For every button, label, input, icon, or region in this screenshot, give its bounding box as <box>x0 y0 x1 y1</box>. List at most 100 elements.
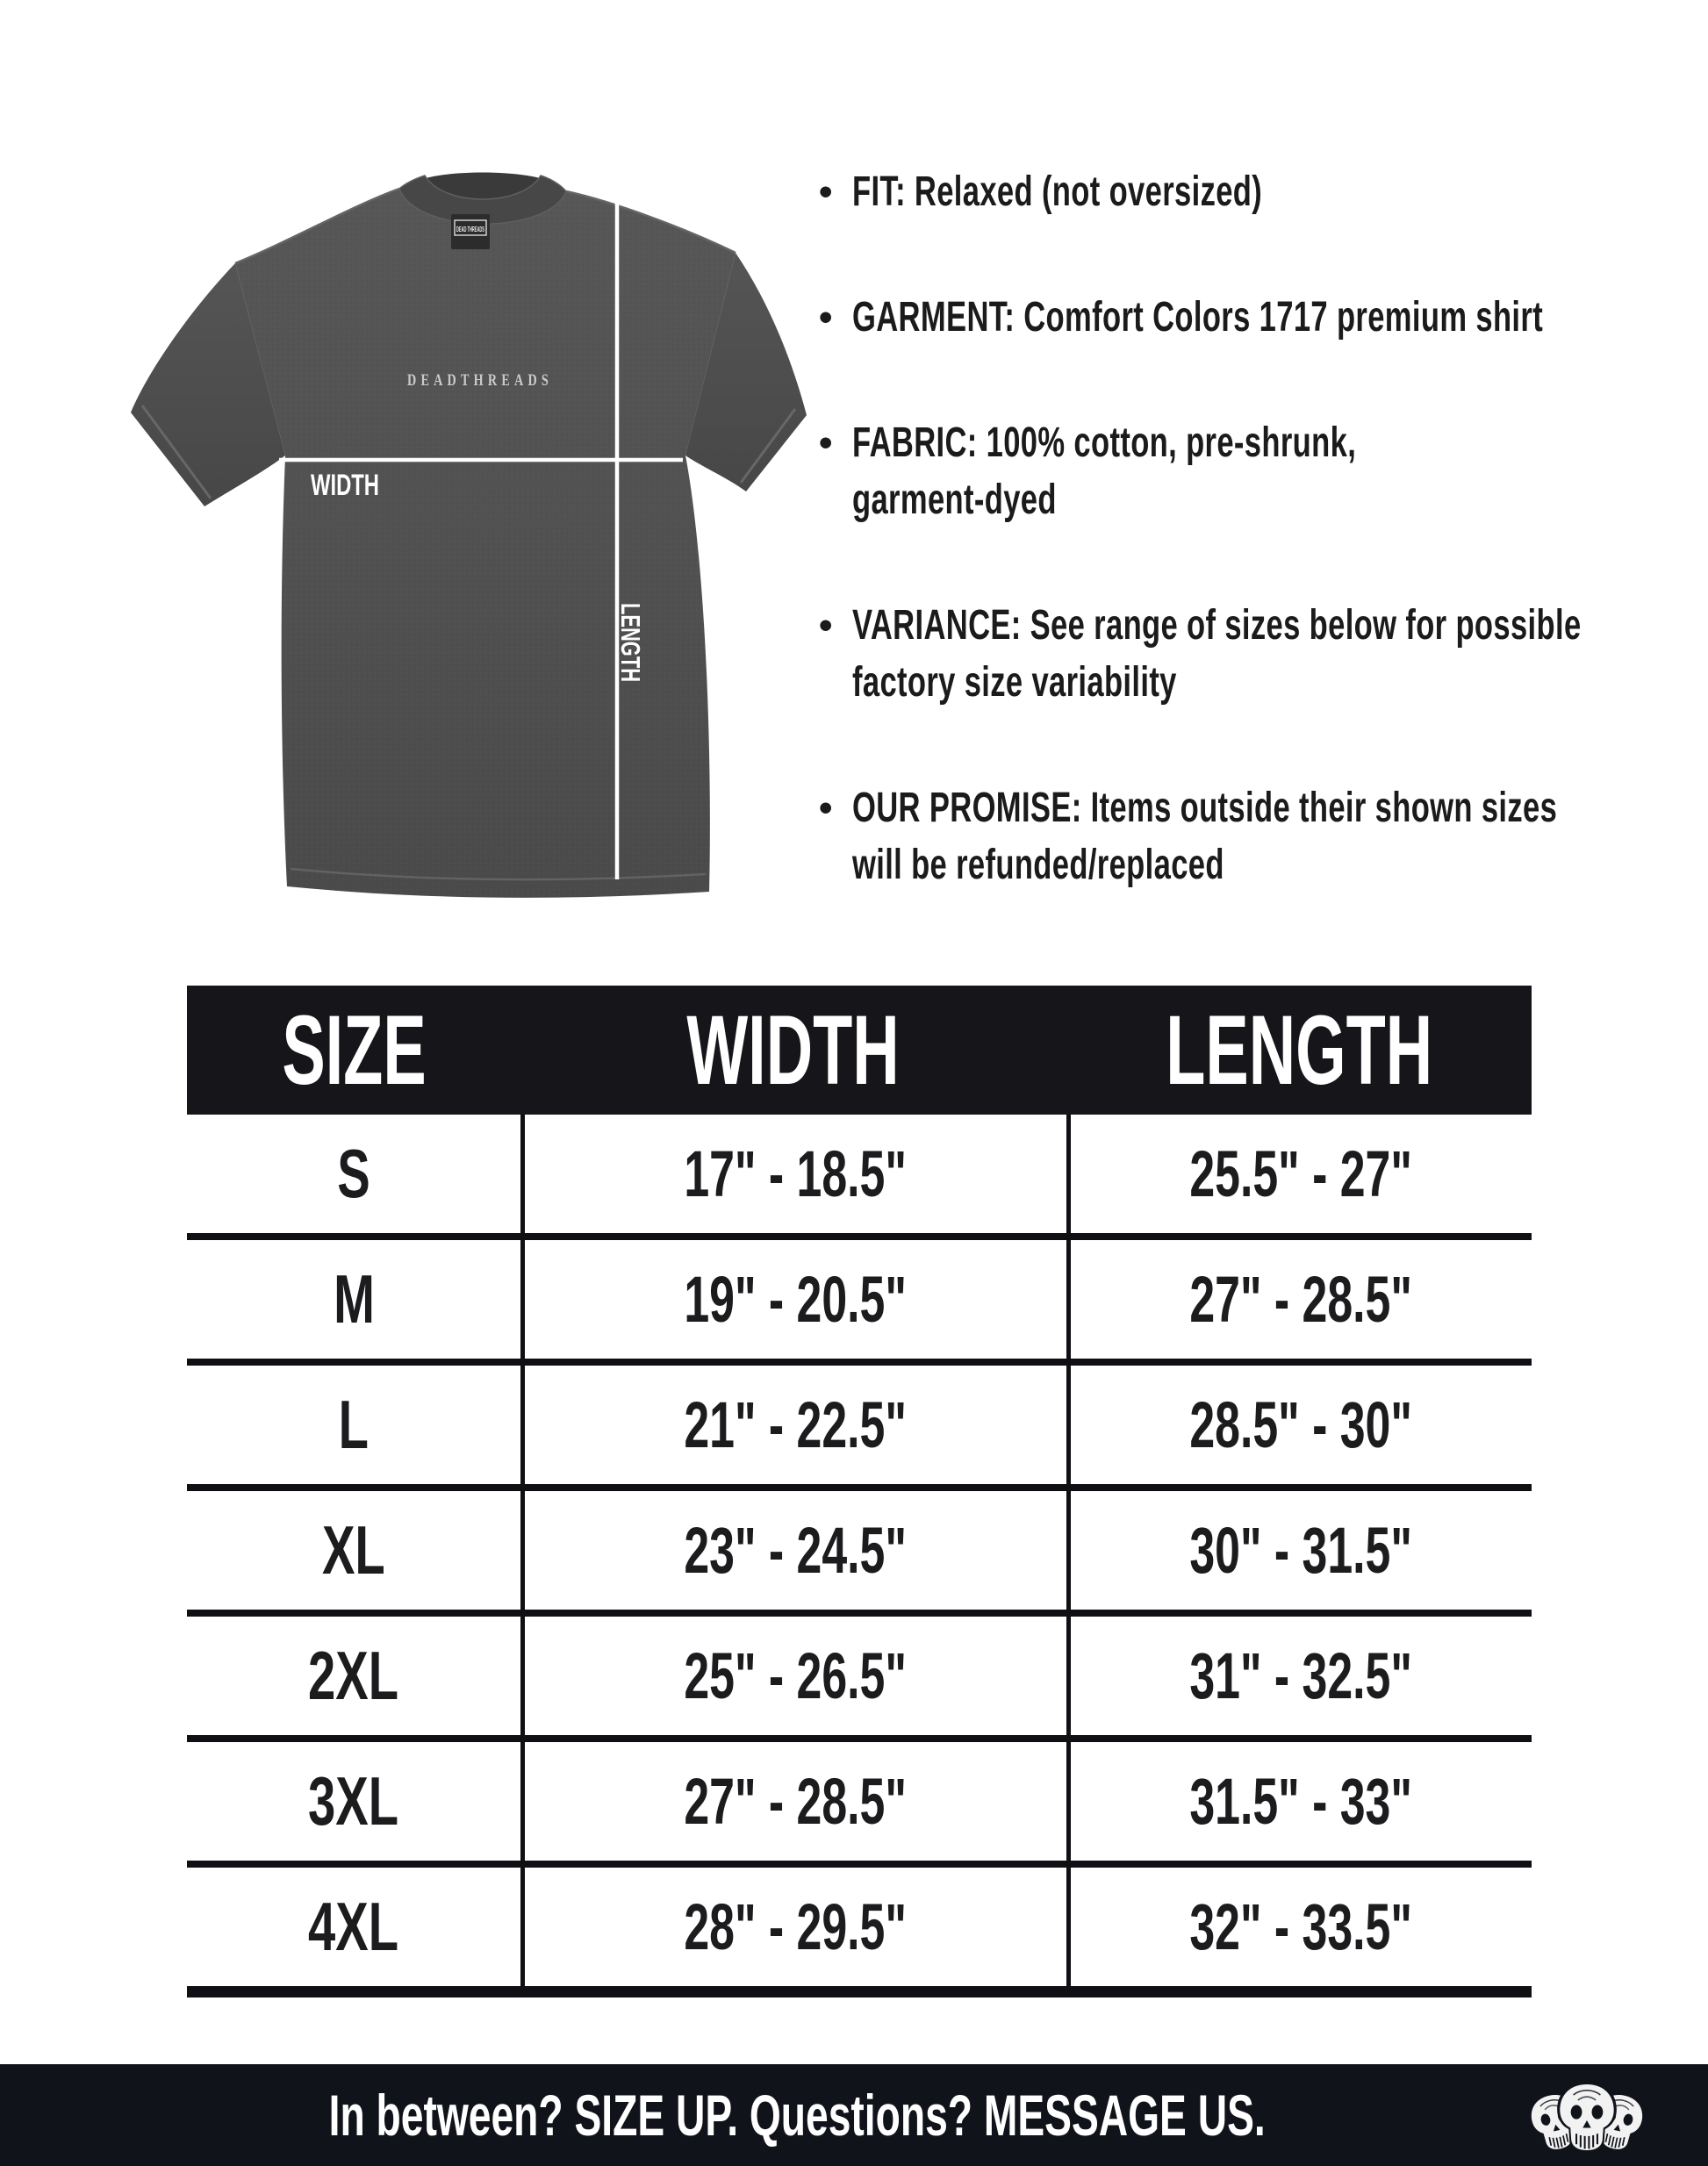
right-sleeve <box>685 253 807 491</box>
size-chart-header-row: SIZE WIDTH LENGTH <box>187 986 1532 1115</box>
fabric-texture <box>235 189 736 898</box>
width-cell: 27" - 28.5" <box>520 1742 1066 1861</box>
detail-item: • FIT: Relaxed (not oversized) <box>819 163 1661 220</box>
detail-text: FABRIC: 100% cotton, pre-shrunk, garment-… <box>852 414 1356 528</box>
right-shoulder-seam <box>565 190 736 255</box>
width-cell: 23" - 24.5" <box>520 1491 1066 1610</box>
three-skulls-icon <box>1526 2081 1647 2155</box>
size-cell: 2XL <box>187 1617 520 1735</box>
footer-bar: In between? SIZE UP. Questions? MESSAGE … <box>0 2064 1708 2166</box>
column-header-size: SIZE <box>187 986 520 1115</box>
size-chart: SIZE WIDTH LENGTH S 17" - 18.5" 25.5" - 27" M… <box>187 986 1532 1997</box>
table-row: L 21" - 22.5" 28.5" - 30" <box>187 1366 1532 1491</box>
detail-item: • VARIANCE: See range of sizes below for … <box>819 597 1661 711</box>
size-value: L <box>338 1386 370 1463</box>
size-value: S <box>337 1135 370 1212</box>
size-chart-body: S 17" - 18.5" 25.5" - 27" M 19" - 20.5" 27" -… <box>187 1115 1532 1997</box>
neck-tag: DEAD THREADS <box>451 214 490 249</box>
length-value: 28.5" - 30" <box>1189 1388 1413 1461</box>
length-line-label: LENGTH <box>615 603 646 682</box>
length-value: 32" - 33.5" <box>1189 1890 1413 1963</box>
width-value: 17" - 18.5" <box>684 1137 908 1210</box>
product-details-list: • FIT: Relaxed (not oversized) • GARMENT: C… <box>819 163 1661 962</box>
column-header-length: LENGTH <box>1066 986 1532 1115</box>
width-value: 23" - 24.5" <box>684 1514 908 1587</box>
width-value: 19" - 20.5" <box>684 1263 908 1336</box>
detail-item: • GARMENT: Comfort Colors 1717 premium sh… <box>819 289 1661 346</box>
length-cell: 32" - 33.5" <box>1066 1868 1532 1986</box>
width-cell: 19" - 20.5" <box>520 1240 1066 1359</box>
size-value: XL <box>322 1511 385 1589</box>
tshirt-illustration: DEAD THREADS DEADTHREADS WIDTH LENGTH <box>131 172 807 898</box>
table-row: XL 23" - 24.5" 30" - 31.5" <box>187 1491 1532 1617</box>
width-cell: 25" - 26.5" <box>520 1617 1066 1735</box>
detail-line: will be refunded/replaced <box>852 842 1224 888</box>
bullet-icon: • <box>819 786 833 829</box>
table-row: 4XL 28" - 29.5" 32" - 33.5" <box>187 1868 1532 1997</box>
length-cell: 25.5" - 27" <box>1066 1115 1532 1233</box>
detail-line: OUR PROMISE: Items outside their shown s… <box>852 785 1558 831</box>
detail-line: GARMENT: Comfort Colors 1717 premium shi… <box>852 294 1544 341</box>
column-header-label: WIDTH <box>686 995 901 1105</box>
neck-tag-text: DEAD THREADS <box>456 226 484 233</box>
detail-line: VARIANCE: See range of sizes below for p… <box>852 602 1582 649</box>
detail-item: • FABRIC: 100% cotton, pre-shrunk, garment… <box>819 414 1661 528</box>
length-value: 31" - 32.5" <box>1189 1639 1413 1712</box>
length-cell: 31" - 32.5" <box>1066 1617 1532 1735</box>
detail-line: FIT: Relaxed (not oversized) <box>852 169 1263 215</box>
size-value: 3XL <box>308 1762 399 1840</box>
detail-text: VARIANCE: See range of sizes below for p… <box>852 597 1582 711</box>
size-value: M <box>333 1260 375 1338</box>
size-cell: 4XL <box>187 1868 520 1986</box>
size-cell: S <box>187 1115 520 1233</box>
size-value: 4XL <box>308 1888 399 1965</box>
width-cell: 17" - 18.5" <box>520 1115 1066 1233</box>
width-cell: 28" - 29.5" <box>520 1868 1066 1986</box>
hem-seam <box>290 867 707 881</box>
width-value: 25" - 26.5" <box>684 1639 908 1712</box>
length-value: 30" - 31.5" <box>1189 1514 1413 1587</box>
detail-line: factory size variability <box>852 659 1177 706</box>
bullet-icon: • <box>819 421 833 464</box>
width-line-label: WIDTH <box>311 469 379 502</box>
length-cell: 31.5" - 33" <box>1066 1742 1532 1861</box>
detail-text: FIT: Relaxed (not oversized) <box>852 163 1262 220</box>
table-row: S 17" - 18.5" 25.5" - 27" <box>187 1115 1532 1240</box>
detail-item: • OUR PROMISE: Items outside their shown … <box>819 779 1661 893</box>
footer-message: In between? SIZE UP. Questions? MESSAGE … <box>328 2083 1266 2148</box>
table-row: 2XL 25" - 26.5" 31" - 32.5" <box>187 1617 1532 1742</box>
left-sleeve <box>131 263 285 506</box>
length-value: 25.5" - 27" <box>1189 1137 1413 1210</box>
detail-line: garment-dyed <box>852 477 1057 523</box>
width-cell: 21" - 22.5" <box>520 1366 1066 1484</box>
length-value: 27" - 28.5" <box>1189 1263 1413 1336</box>
brand-chest-print: DEADTHREADS <box>407 371 553 390</box>
length-value: 31.5" - 33" <box>1189 1765 1413 1838</box>
length-cell: 28.5" - 30" <box>1066 1366 1532 1484</box>
width-value: 28" - 29.5" <box>684 1890 908 1963</box>
size-cell: L <box>187 1366 520 1484</box>
detail-text: GARMENT: Comfort Colors 1717 premium shi… <box>852 289 1543 346</box>
size-cell: 3XL <box>187 1742 520 1861</box>
column-header-width: WIDTH <box>520 986 1066 1115</box>
right-sleeve-seam <box>739 408 797 484</box>
detail-text: OUR PROMISE: Items outside their shown s… <box>852 779 1557 893</box>
bullet-icon: • <box>819 170 833 213</box>
width-value: 27" - 28.5" <box>684 1765 908 1838</box>
bullet-icon: • <box>819 296 833 339</box>
size-cell: XL <box>187 1491 520 1610</box>
size-value: 2XL <box>308 1637 399 1714</box>
tshirt-figure: DEAD THREADS DEADTHREADS WIDTH LENGTH <box>79 167 834 913</box>
bullet-icon: • <box>819 604 833 647</box>
left-shoulder-seam <box>234 187 400 265</box>
table-row: 3XL 27" - 28.5" 31.5" - 33" <box>187 1742 1532 1868</box>
length-cell: 30" - 31.5" <box>1066 1491 1532 1610</box>
size-cell: M <box>187 1240 520 1359</box>
left-sleeve-seam <box>140 405 212 499</box>
length-cell: 27" - 28.5" <box>1066 1240 1532 1359</box>
detail-line: FABRIC: 100% cotton, pre-shrunk, <box>852 420 1357 466</box>
column-header-label: LENGTH <box>1166 995 1432 1105</box>
table-row: M 19" - 20.5" 27" - 28.5" <box>187 1240 1532 1366</box>
width-value: 21" - 22.5" <box>684 1388 908 1461</box>
